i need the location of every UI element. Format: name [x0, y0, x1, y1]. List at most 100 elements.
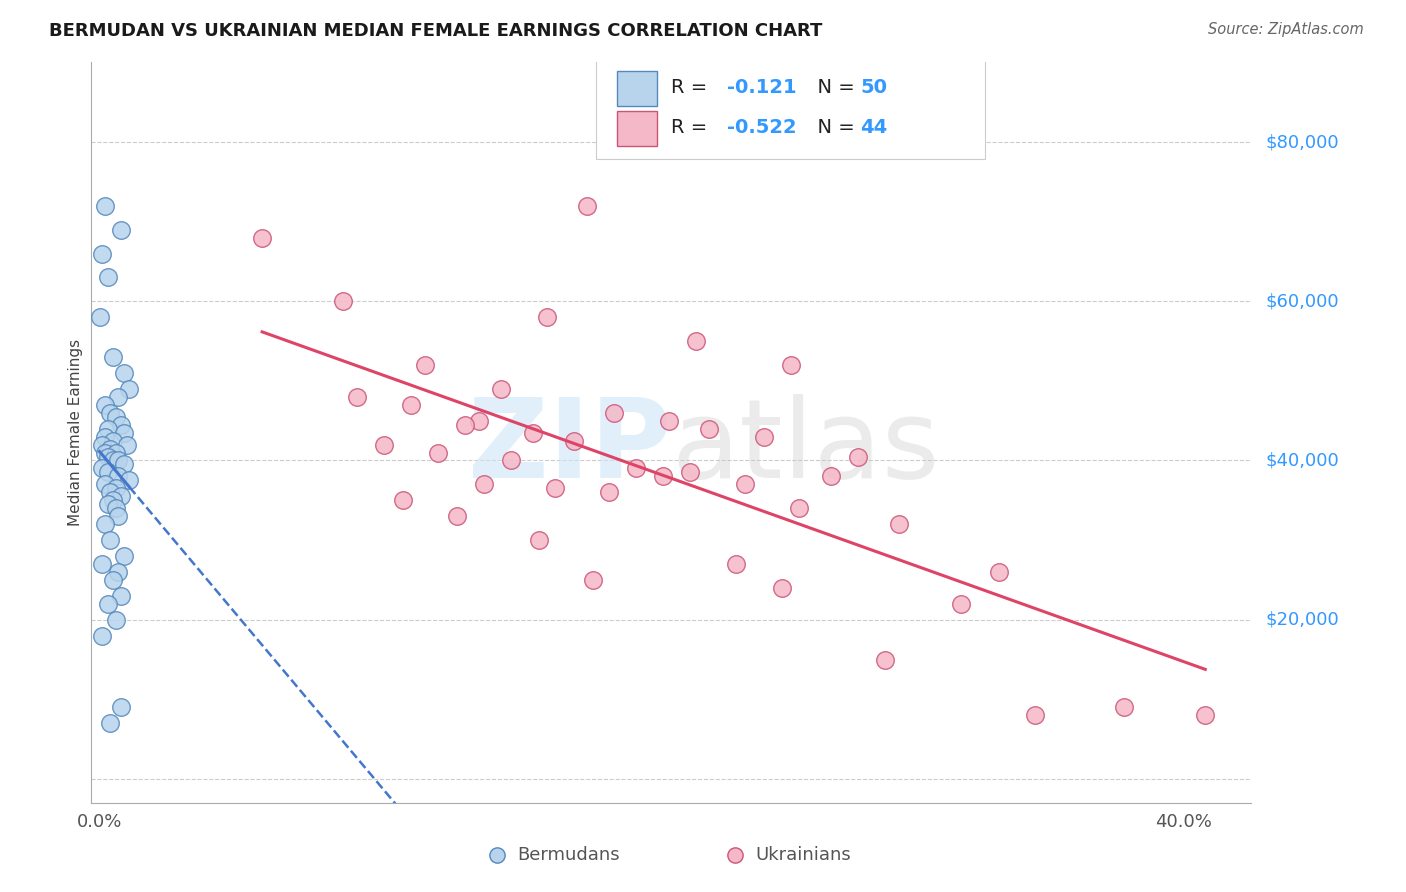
Point	[118, 474, 141, 488]
Point	[97, 466, 120, 480]
Point	[97, 422, 120, 436]
Point	[392, 493, 415, 508]
Point	[115, 437, 138, 451]
Point	[624, 461, 647, 475]
Point	[94, 477, 117, 491]
Point	[1024, 708, 1046, 723]
Point	[94, 445, 117, 459]
Point	[97, 450, 120, 464]
Point	[779, 358, 801, 372]
Point	[787, 501, 810, 516]
Point	[91, 461, 114, 475]
Point	[332, 294, 354, 309]
Point	[91, 246, 114, 260]
Point	[91, 557, 114, 571]
FancyBboxPatch shape	[617, 111, 658, 146]
Point	[107, 390, 129, 404]
Text: Ukrainians: Ukrainians	[755, 846, 851, 863]
Text: R =: R =	[671, 78, 720, 97]
Point	[101, 350, 124, 364]
Point	[413, 358, 436, 372]
Point	[97, 497, 120, 511]
Text: atlas: atlas	[671, 394, 939, 501]
Point	[988, 565, 1011, 579]
Text: $20,000: $20,000	[1265, 611, 1339, 629]
Point	[98, 533, 121, 547]
Text: Source: ZipAtlas.com: Source: ZipAtlas.com	[1208, 22, 1364, 37]
Point	[734, 477, 756, 491]
Point	[582, 573, 605, 587]
FancyBboxPatch shape	[596, 59, 984, 159]
Text: BERMUDAN VS UKRAINIAN MEDIAN FEMALE EARNINGS CORRELATION CHART: BERMUDAN VS UKRAINIAN MEDIAN FEMALE EARN…	[49, 22, 823, 40]
Point	[752, 429, 775, 443]
Text: -0.121: -0.121	[727, 78, 797, 97]
Point	[472, 477, 495, 491]
Point	[98, 406, 121, 420]
Point	[697, 422, 720, 436]
Point	[94, 429, 117, 443]
FancyBboxPatch shape	[617, 70, 658, 106]
Point	[501, 453, 523, 467]
Point	[97, 270, 120, 285]
Point	[104, 613, 127, 627]
Point	[399, 398, 422, 412]
Point	[94, 517, 117, 532]
Point	[110, 489, 132, 503]
Text: ZIP: ZIP	[468, 394, 671, 501]
Point	[91, 629, 114, 643]
Point	[536, 310, 558, 325]
Point	[110, 589, 132, 603]
Text: 50: 50	[860, 78, 887, 97]
Point	[454, 417, 477, 432]
Point	[118, 382, 141, 396]
Point	[373, 437, 395, 451]
Point	[112, 458, 135, 472]
Point	[104, 409, 127, 424]
Point	[110, 222, 132, 236]
Text: R =: R =	[671, 118, 720, 137]
Point	[110, 417, 132, 432]
Text: Bermudans: Bermudans	[517, 846, 620, 863]
Point	[101, 453, 124, 467]
Text: -0.522: -0.522	[727, 118, 797, 137]
Point	[887, 517, 910, 532]
Point	[97, 597, 120, 611]
Y-axis label: Median Female Earnings: Median Female Earnings	[67, 339, 83, 526]
Point	[446, 509, 468, 524]
Point	[107, 453, 129, 467]
Point	[1112, 700, 1135, 714]
Text: 44: 44	[860, 118, 887, 137]
Point	[562, 434, 585, 448]
Point	[489, 382, 512, 396]
Text: N =: N =	[804, 78, 860, 97]
Point	[527, 533, 550, 547]
Point	[112, 425, 135, 440]
Text: $60,000: $60,000	[1265, 293, 1339, 310]
Point	[104, 481, 127, 495]
Point	[652, 469, 675, 483]
Point	[950, 597, 973, 611]
Point	[598, 485, 620, 500]
Point	[107, 509, 129, 524]
Point	[98, 442, 121, 456]
Text: $40,000: $40,000	[1265, 451, 1339, 469]
Point	[685, 334, 707, 348]
Point	[725, 557, 748, 571]
Point	[101, 573, 124, 587]
Point	[91, 437, 114, 451]
Point	[94, 398, 117, 412]
Point	[112, 366, 135, 380]
Point	[98, 485, 121, 500]
Point	[468, 414, 491, 428]
Point	[107, 565, 129, 579]
Point	[112, 549, 135, 563]
Point	[658, 414, 681, 428]
Point	[603, 406, 626, 420]
Point	[772, 581, 794, 595]
Point	[107, 469, 129, 483]
Point	[848, 450, 870, 464]
Point	[576, 199, 599, 213]
Point	[101, 493, 124, 508]
Point	[94, 199, 117, 213]
Point	[250, 230, 273, 244]
